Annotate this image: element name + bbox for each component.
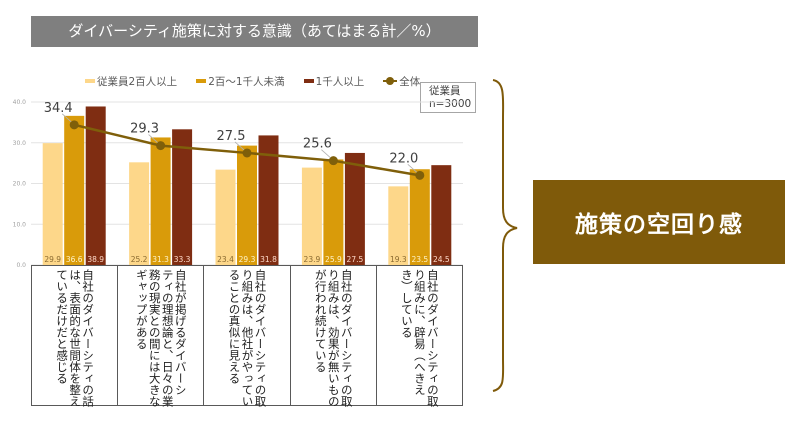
- bar-value-label: 23.5: [411, 255, 428, 264]
- legend-swatch-large: [303, 79, 314, 83]
- y-tick-label: 10.0: [13, 221, 27, 228]
- bar: [388, 186, 409, 265]
- category-cell: 自社が掲げるダイバーシ ティの理想論と、日々の業 務の現実との間には大きな ギャ…: [118, 266, 205, 407]
- category-label: 自社のダイバーシティの話 は、表面的な世間体を整え ているだけだと感じる: [55, 269, 96, 407]
- chart-legend: 従業員2百人以上 2百～1千人未満 1千人以上 全体: [85, 72, 439, 90]
- curly-brace-icon: [492, 79, 518, 392]
- category-label: 自社のダイバーシティの取 り組みは、効果が無いもの が行われ続けている: [313, 269, 354, 407]
- line-marker: [156, 141, 166, 151]
- bar: [172, 129, 193, 265]
- leader-line: [321, 149, 331, 158]
- y-tick-label: 0.0: [16, 262, 26, 269]
- bar: [344, 152, 365, 265]
- category-label-table: 自社のダイバーシティの話 は、表面的な世間体を整え ているだけだと感じる 自社が…: [31, 265, 463, 407]
- bar-value-label: 29.3: [239, 255, 256, 264]
- line-marker: [328, 156, 338, 166]
- line-value-label: 22.0: [389, 151, 418, 166]
- category-cell: 自社のダイバーシティの話 は、表面的な世間体を整え ているだけだと感じる: [32, 266, 119, 407]
- bar: [64, 115, 85, 265]
- legend-item-small: 従業員2百人以上: [85, 74, 177, 89]
- category-label: 自社のダイバーシティの取 り組みに、辟易（へきえ き）している: [399, 269, 440, 407]
- line-marker: [69, 120, 79, 130]
- legend-item-medium: 2百～1千人未満: [196, 74, 285, 89]
- leader-line: [148, 134, 158, 143]
- bar: [42, 143, 63, 265]
- bar-value-label: 23.9: [304, 255, 321, 264]
- y-tick-label: 40.0: [13, 99, 27, 106]
- bar-value-label: 36.6: [66, 255, 83, 264]
- sample-size-box: 従業員 n=3000: [420, 82, 476, 113]
- bar-value-label: 24.5: [433, 255, 450, 264]
- bar: [215, 169, 236, 265]
- bar-value-label: 33.3: [174, 255, 191, 264]
- bar-value-label: 27.5: [347, 255, 364, 264]
- bar: [129, 162, 150, 265]
- leader-line: [234, 141, 245, 151]
- category-label: 自社が掲げるダイバーシ ティの理想論と、日々の業 務の現実との間には大きな ギャ…: [134, 269, 188, 407]
- bar-line-chart: 0.0 10.0 20.0 30.0 40.0 29.9 36.6 38.9 25.2 31.3 3…: [13, 99, 463, 269]
- line-value-label: 34.4: [44, 101, 73, 116]
- sample-size-label: 従業員: [429, 85, 461, 97]
- legend-label: 従業員2百人以上: [97, 75, 178, 88]
- bar-value-label: 31.8: [260, 255, 277, 264]
- bar-value-label: 23.4: [217, 255, 234, 264]
- leader-line: [407, 164, 418, 173]
- leader-line: [61, 113, 72, 123]
- bar-value-label: 38.9: [87, 255, 104, 264]
- sample-size-value: n=3000: [429, 98, 472, 110]
- bar: [431, 165, 452, 265]
- category-cell: 自社のダイバーシティの取 り組みに、辟易（へきえ き）している: [377, 266, 462, 407]
- conclusion-callout: 施策の空回り感: [533, 180, 785, 264]
- line-value-label: 29.3: [130, 122, 159, 137]
- y-tick-label: 20.0: [13, 181, 27, 188]
- legend-item-large: 1千人以上: [303, 74, 365, 89]
- chart-title: ダイバーシティ施策に対する意識（あてはまる計／%）: [31, 16, 478, 47]
- legend-swatch-medium: [196, 79, 207, 83]
- bar-value-label: 19.3: [390, 255, 407, 264]
- line-marker-icon: [383, 76, 398, 86]
- legend-label: 1千人以上: [315, 75, 365, 88]
- y-tick-label: 30.0: [13, 140, 27, 147]
- bar: [150, 137, 171, 265]
- bar: [85, 106, 106, 265]
- category-cell: 自社のダイバーシティの取 り組みは、他社がやってい ることの真似に見える: [204, 266, 291, 407]
- line-value-label: 27.5: [217, 129, 246, 144]
- bar-value-label: 25.2: [131, 255, 148, 264]
- bar: [301, 167, 322, 265]
- category-cell: 自社のダイバーシティの取 り組みは、効果が無いもの が行われ続けている: [291, 266, 377, 407]
- bar: [323, 159, 344, 265]
- bar: [237, 145, 257, 265]
- bar-value-label: 25.9: [325, 255, 342, 264]
- legend-label: 2百～1千人未満: [208, 75, 285, 88]
- category-label: 自社のダイバーシティの取 り組みは、他社がやってい ることの真似に見える: [227, 269, 268, 407]
- legend-label: 全体: [399, 75, 421, 88]
- legend-swatch-small: [85, 79, 95, 83]
- bar-value-label: 29.9: [44, 255, 61, 264]
- line-marker: [242, 148, 252, 158]
- bar: [409, 169, 430, 265]
- bar-value-label: 31.3: [152, 255, 169, 264]
- line-marker: [415, 170, 425, 180]
- bar: [258, 135, 279, 265]
- line-value-label: 25.6: [303, 137, 332, 152]
- legend-item-total: 全体: [383, 74, 420, 89]
